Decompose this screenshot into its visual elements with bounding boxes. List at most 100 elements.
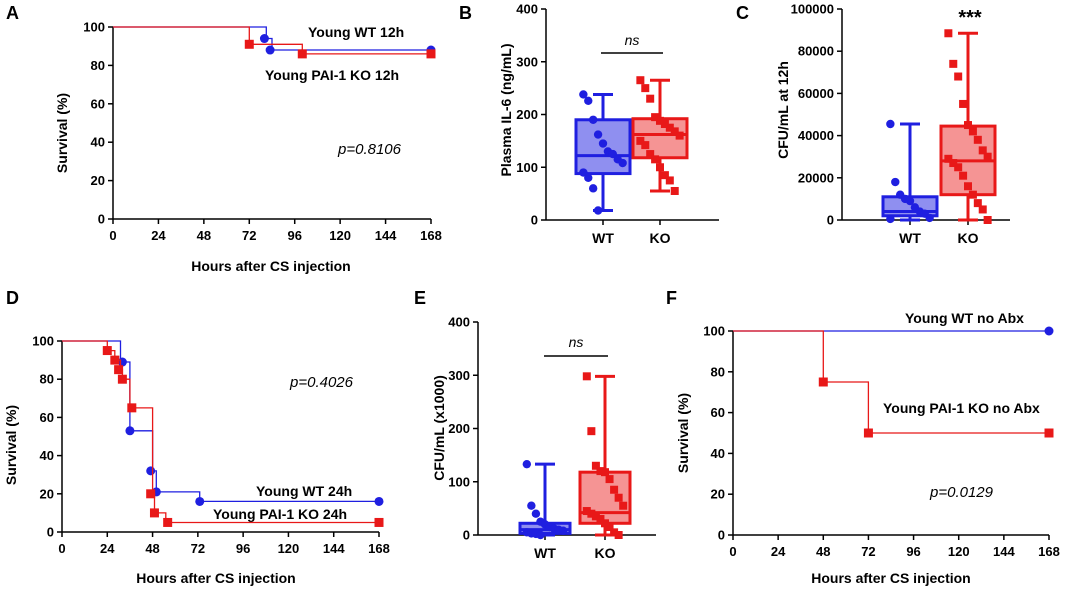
legend-label-wt-24h: Young WT 24h (256, 483, 352, 499)
category-label-c: KO (958, 230, 979, 246)
data-point-circle-b (579, 90, 588, 99)
y-tick-label-f: 60 (711, 405, 725, 420)
data-point-circle-b (593, 206, 603, 215)
data-point-square-b (646, 150, 655, 159)
data-point-square-c (944, 29, 953, 38)
x-tick-label-f: 96 (906, 544, 920, 559)
panel-label-c: C (736, 3, 749, 23)
censor-marker-square-a (426, 49, 436, 59)
data-point-square-b (641, 84, 650, 93)
x-tick-label-a: 96 (287, 228, 301, 243)
y-tick-label-b: 400 (516, 2, 538, 17)
y-tick-label-c: 0 (827, 213, 834, 228)
svg-text:Survival (%): Survival (%) (675, 393, 691, 473)
x-tick-label-a: 144 (375, 228, 397, 243)
data-point-square-c (973, 199, 982, 208)
x-tick-label-a: 48 (197, 228, 211, 243)
censor-marker-square-f (818, 377, 828, 387)
y-tick-label-d: 40 (40, 448, 54, 463)
data-point-circle-b (588, 184, 598, 193)
significance-c: *** (958, 7, 982, 29)
data-point-square-c (973, 135, 982, 144)
y-tick-label-e: 0 (463, 528, 470, 543)
data-point-square-e (601, 468, 609, 477)
y-tick-label-e: 300 (448, 368, 470, 383)
y-tick-label-f: 20 (711, 487, 725, 502)
survival-curve-red-f (733, 330, 1049, 434)
y-tick-label-f: 0 (718, 528, 725, 543)
censor-marker-square-f (863, 428, 873, 438)
p-value-d: p=0.4026 (289, 374, 354, 391)
data-point-square-e (601, 519, 609, 528)
y-tick-label-c: 40000 (798, 128, 834, 143)
x-tick-label-f: 144 (993, 544, 1015, 559)
data-point-square-c (949, 59, 958, 68)
censor-marker-square-d (163, 517, 173, 527)
data-point-square-e (591, 512, 600, 521)
svg-text:CFU/mL (x1000): CFU/mL (x1000) (431, 375, 447, 481)
y-tick-label-d: 60 (40, 410, 54, 425)
y-tick-label-f: 100 (703, 324, 725, 339)
x-tick-label-f: 24 (771, 544, 786, 559)
y-axis-label-e: CFU/mL (x1000) (431, 375, 447, 481)
y-tick-label-e: 400 (448, 315, 470, 330)
data-point-square-e (614, 531, 623, 539)
y-tick-label-d: 100 (32, 334, 54, 349)
legend-label-wt-noabx: Young WT no Abx (905, 310, 1024, 326)
legend-label-wt-12h: Young WT 12h (308, 24, 404, 40)
survival-curve-blue-d (62, 340, 379, 503)
panel-b: B Plasma IL-6 (ng/mL) ns (459, 3, 663, 177)
censor-marker-square-d (146, 489, 156, 499)
data-point-square-b (641, 141, 650, 150)
censor-marker-circle-a (259, 34, 269, 44)
data-point-square-c (954, 163, 963, 172)
y-tick-label-a: 20 (91, 173, 105, 188)
x-tick-label-a: 72 (242, 228, 256, 243)
y-tick-label-d: 0 (47, 525, 54, 540)
x-tick-label-f: 72 (861, 544, 875, 559)
svg-text:Survival (%): Survival (%) (3, 405, 19, 485)
data-point-circle-c (886, 214, 895, 224)
panel-label-f: F (666, 288, 677, 308)
data-point-square-c (959, 171, 968, 180)
y-axis-label-a: Survival (%) (54, 93, 70, 173)
x-axis-label-a: Hours after CS injection (191, 258, 350, 274)
data-point-square-c (959, 99, 968, 108)
panel-f: F Survival (%) Hours after CS injection … (666, 288, 1040, 586)
data-point-square-b (656, 163, 664, 172)
y-tick-label-c: 100000 (791, 2, 834, 17)
data-point-square-e (587, 427, 596, 436)
data-point-square-e (605, 523, 614, 532)
y-tick-label-a: 100 (83, 20, 105, 35)
data-point-square-c (978, 146, 987, 155)
data-point-square-c (983, 216, 992, 224)
data-point-square-e (610, 485, 619, 494)
data-point-square-b (646, 94, 655, 103)
data-point-square-b (670, 186, 679, 195)
censor-marker-square-d (102, 346, 112, 356)
censor-marker-square-f (1044, 428, 1054, 438)
data-point-circle-b (579, 168, 588, 177)
survival-curve-red-a (113, 26, 431, 55)
category-label-e: KO (595, 545, 616, 561)
data-point-square-b (656, 116, 664, 125)
panel-label-b: B (459, 3, 472, 23)
panel-a: A Survival (%) Hours after CS injection … (6, 3, 404, 274)
y-tick-label-a: 0 (98, 212, 105, 227)
y-tick-label-e: 100 (448, 474, 470, 489)
censor-marker-square-d (149, 508, 159, 518)
y-tick-label-c: 60000 (798, 86, 834, 101)
svg-text:CFU/mL at 12h: CFU/mL at 12h (775, 61, 791, 159)
data-point-square-c (954, 72, 963, 81)
data-point-square-b (636, 76, 645, 85)
censor-marker-circle-d (374, 496, 384, 506)
data-point-square-e (596, 467, 605, 476)
y-tick-label-b: 300 (516, 54, 538, 69)
y-axis-label-b: Plasma IL-6 (ng/mL) (498, 43, 514, 176)
data-point-square-e (610, 528, 619, 537)
data-point-square-b (660, 119, 669, 128)
x-tick-label-d: 96 (236, 541, 250, 556)
data-point-circle-b (593, 130, 603, 139)
data-point-square-b (665, 176, 674, 185)
